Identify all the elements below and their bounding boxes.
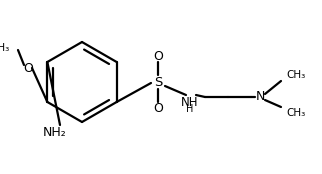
Text: N: N bbox=[255, 90, 265, 104]
Text: NH₂: NH₂ bbox=[43, 126, 67, 140]
Text: CH₃: CH₃ bbox=[0, 43, 10, 53]
Text: NH: NH bbox=[181, 96, 199, 109]
Text: H: H bbox=[186, 104, 194, 114]
Text: CH₃: CH₃ bbox=[286, 70, 305, 80]
Text: O: O bbox=[23, 61, 33, 74]
Text: CH₃: CH₃ bbox=[286, 108, 305, 118]
Text: O: O bbox=[153, 101, 163, 114]
Text: S: S bbox=[154, 76, 162, 89]
Text: O: O bbox=[153, 49, 163, 62]
